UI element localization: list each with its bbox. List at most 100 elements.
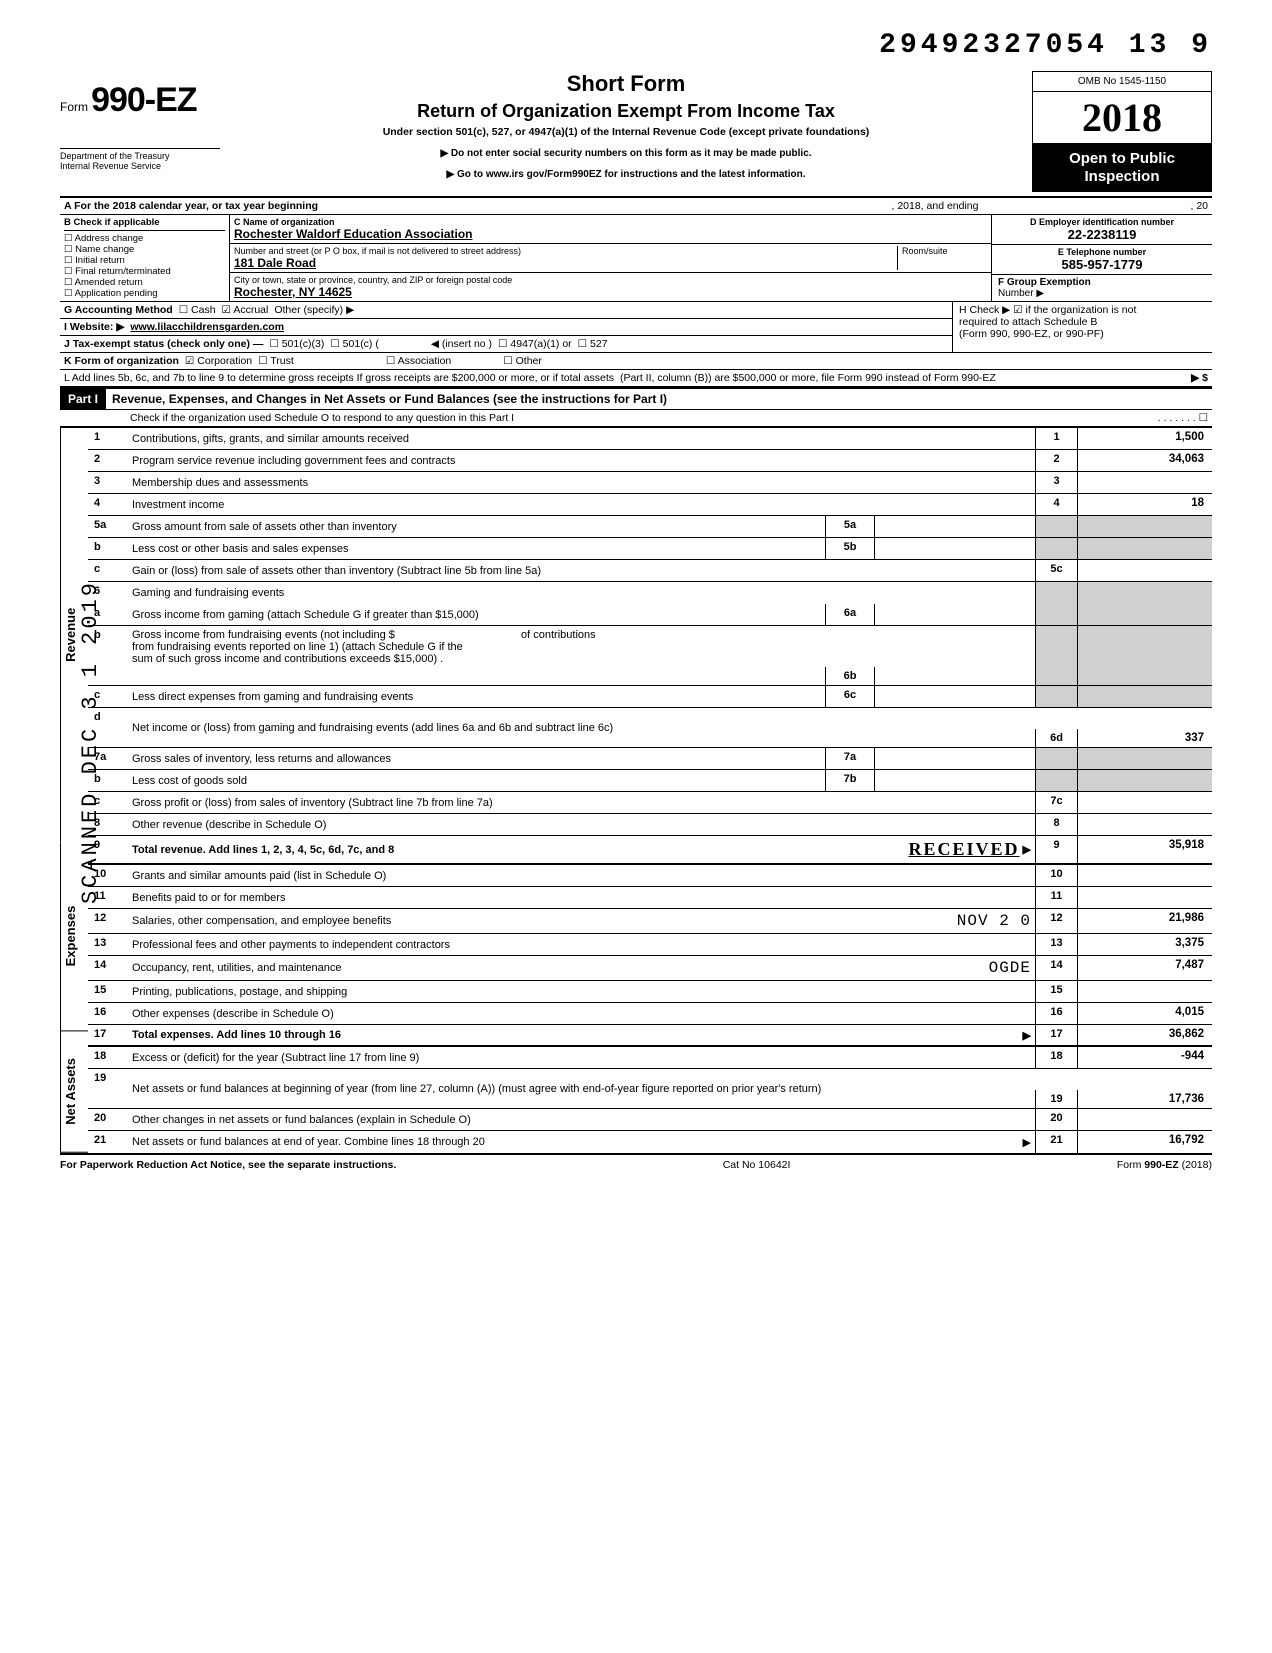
line-12-val: 21,986 bbox=[1077, 909, 1212, 933]
line-4: 4Investment income 418 bbox=[88, 494, 1212, 516]
line-6d-desc: Net income or (loss) from gaming and fun… bbox=[128, 708, 1035, 747]
line-15-val bbox=[1077, 981, 1212, 1002]
line-5b-desc: Less cost or other basis and sales expen… bbox=[128, 538, 825, 559]
chk-application-pending[interactable]: Application pending bbox=[64, 288, 225, 299]
chk-527[interactable]: 527 bbox=[578, 338, 608, 350]
line-5c-box: 5c bbox=[1035, 560, 1077, 581]
l-arrow: ▶ $ bbox=[1191, 372, 1208, 384]
line-5c-val bbox=[1077, 560, 1212, 581]
line-21: 21Net assets or fund balances at end of … bbox=[88, 1131, 1212, 1153]
part1-label: Part I bbox=[60, 389, 106, 409]
line-9-val: 35,918 bbox=[1077, 836, 1212, 863]
line-21-desc: Net assets or fund balances at end of ye… bbox=[132, 1136, 485, 1148]
j-insert: ◀ (insert no ) bbox=[431, 338, 492, 350]
line-21-val: 16,792 bbox=[1077, 1131, 1212, 1153]
line-13-desc: Professional fees and other payments to … bbox=[128, 934, 1035, 955]
omb-number: OMB No 1545-1150 bbox=[1032, 71, 1212, 92]
line-5b-sub: 5b bbox=[825, 538, 875, 559]
l-line2: (Part II, column (B)) are $500,000 or mo… bbox=[620, 372, 996, 384]
group-exemption-number: Number ▶ bbox=[998, 288, 1044, 299]
line-5c: cGain or (loss) from sale of assets othe… bbox=[88, 560, 1212, 582]
line-a-end: , 20 bbox=[1190, 200, 1208, 212]
c-name-label: C Name of organization bbox=[234, 217, 987, 227]
line-17-desc: Total expenses. Add lines 10 through 16 bbox=[132, 1029, 341, 1041]
chk-501c3[interactable]: 501(c)(3) bbox=[269, 338, 324, 350]
open-line2: Inspection bbox=[1084, 168, 1159, 185]
col-def: D Employer identification number 22-2238… bbox=[992, 215, 1212, 301]
chk-cash[interactable]: Cash bbox=[179, 304, 216, 316]
line-17-val: 36,862 bbox=[1077, 1025, 1212, 1045]
chk-4947a1[interactable]: 4947(a)(1) or bbox=[498, 338, 572, 350]
line-13-val: 3,375 bbox=[1077, 934, 1212, 955]
received-stamp: RECEIVED bbox=[908, 839, 1019, 860]
line-7c-desc: Gross profit or (loss) from sales of inv… bbox=[128, 792, 1035, 813]
line-19-desc: Net assets or fund balances at beginning… bbox=[128, 1069, 1035, 1108]
col-b: B Check if applicable Address change Nam… bbox=[60, 215, 230, 301]
line-2-desc: Program service revenue including govern… bbox=[128, 450, 1035, 471]
phone-value: 585-957-1779 bbox=[996, 257, 1208, 272]
footer-cat: Cat No 10642I bbox=[723, 1159, 791, 1171]
chk-name-change[interactable]: Name change bbox=[64, 244, 225, 255]
k-label: K Form of organization bbox=[64, 355, 179, 367]
h-line3: (Form 990, 990-EZ, or 990-PF) bbox=[959, 328, 1206, 340]
line-6: 6Gaming and fundraising events bbox=[88, 582, 1212, 604]
chk-corporation[interactable]: Corporation bbox=[185, 355, 252, 367]
dept-treasury: Department of the Treasury bbox=[60, 148, 220, 161]
line-16: 16Other expenses (describe in Schedule O… bbox=[88, 1003, 1212, 1025]
document-id: 29492327054 13 9 bbox=[60, 30, 1212, 61]
line-1-desc: Contributions, gifts, grants, and simila… bbox=[128, 428, 1035, 449]
line-2-val: 34,063 bbox=[1077, 450, 1212, 471]
chk-other[interactable]: Other bbox=[503, 355, 542, 367]
line-l: L Add lines 5b, 6c, and 7b to line 9 to … bbox=[60, 370, 1212, 387]
part1-check-label: Check if the organization used Schedule … bbox=[130, 412, 514, 424]
line-10: 10Grants and similar amounts paid (list … bbox=[88, 865, 1212, 887]
chk-association[interactable]: Association bbox=[386, 355, 451, 367]
line-5c-desc: Gain or (loss) from sale of assets other… bbox=[128, 560, 1035, 581]
l-line1: L Add lines 5b, 6c, and 7b to line 9 to … bbox=[64, 372, 614, 384]
line-18: 18Excess or (deficit) for the year (Subt… bbox=[88, 1047, 1212, 1069]
g-label: G Accounting Method bbox=[64, 304, 173, 316]
line-13: 13Professional fees and other payments t… bbox=[88, 934, 1212, 956]
under-section: Under section 501(c), 527, or 4947(a)(1)… bbox=[230, 126, 1022, 138]
chk-amended-return[interactable]: Amended return bbox=[64, 277, 225, 288]
line-5b: bLess cost or other basis and sales expe… bbox=[88, 538, 1212, 560]
phone-label: E Telephone number bbox=[996, 247, 1208, 257]
line-12: 12 Salaries, other compensation, and emp… bbox=[88, 909, 1212, 934]
line-14: 14 Occupancy, rent, utilities, and maint… bbox=[88, 956, 1212, 981]
city-state-zip: Rochester, NY 14625 bbox=[234, 285, 987, 299]
line-16-val: 4,015 bbox=[1077, 1003, 1212, 1024]
line-6b-d1: Gross income from fundraising events (no… bbox=[132, 629, 395, 641]
col-c: C Name of organization Rochester Waldorf… bbox=[230, 215, 992, 301]
b-header: B Check if applicable bbox=[64, 217, 225, 231]
chk-initial-return[interactable]: Initial return bbox=[64, 255, 225, 266]
chk-final-return[interactable]: Final return/terminated bbox=[64, 266, 225, 277]
nov-stamp: NOV 2 0 bbox=[957, 912, 1031, 930]
room-suite-label: Room/suite bbox=[897, 246, 987, 270]
line-20: 20Other changes in net assets or fund ba… bbox=[88, 1109, 1212, 1131]
line-a-mid: , 2018, and ending bbox=[891, 200, 978, 212]
line-10-desc: Grants and similar amounts paid (list in… bbox=[128, 865, 1035, 886]
chk-accrual[interactable]: Accrual bbox=[222, 304, 269, 316]
line-2: 2Program service revenue including gover… bbox=[88, 450, 1212, 472]
chk-501c[interactable]: 501(c) ( bbox=[330, 338, 379, 350]
line-3-desc: Membership dues and assessments bbox=[128, 472, 1035, 493]
chk-trust[interactable]: Trust bbox=[258, 355, 294, 367]
line-9-desc: Total revenue. Add lines 1, 2, 3, 4, 5c,… bbox=[132, 844, 394, 856]
line-6-desc: Gaming and fundraising events bbox=[128, 582, 1035, 604]
line-k: K Form of organization Corporation Trust… bbox=[60, 353, 1212, 370]
line-3: 3Membership dues and assessments 3 bbox=[88, 472, 1212, 494]
vlabel-netassets: Net Assets bbox=[60, 1031, 88, 1153]
chk-address-change[interactable]: Address change bbox=[64, 233, 225, 244]
line-7a: 7aGross sales of inventory, less returns… bbox=[88, 748, 1212, 770]
vlabel-expenses: Expenses bbox=[60, 842, 88, 1031]
open-line1: Open to Public bbox=[1069, 150, 1175, 167]
line-7b-sub: 7b bbox=[825, 770, 875, 791]
line-1-val: 1,500 bbox=[1077, 428, 1212, 449]
form-number: 990-EZ bbox=[91, 81, 197, 119]
part1-grid: Revenue Expenses Net Assets 1Contributio… bbox=[60, 427, 1212, 1153]
form-prefix: Form bbox=[60, 100, 88, 114]
line-a: A For the 2018 calendar year, or tax yea… bbox=[60, 198, 1212, 215]
dept-irs: Internal Revenue Service bbox=[60, 161, 220, 171]
line-6b-d2: of contributions bbox=[521, 629, 596, 641]
line-7a-sub: 7a bbox=[825, 748, 875, 769]
